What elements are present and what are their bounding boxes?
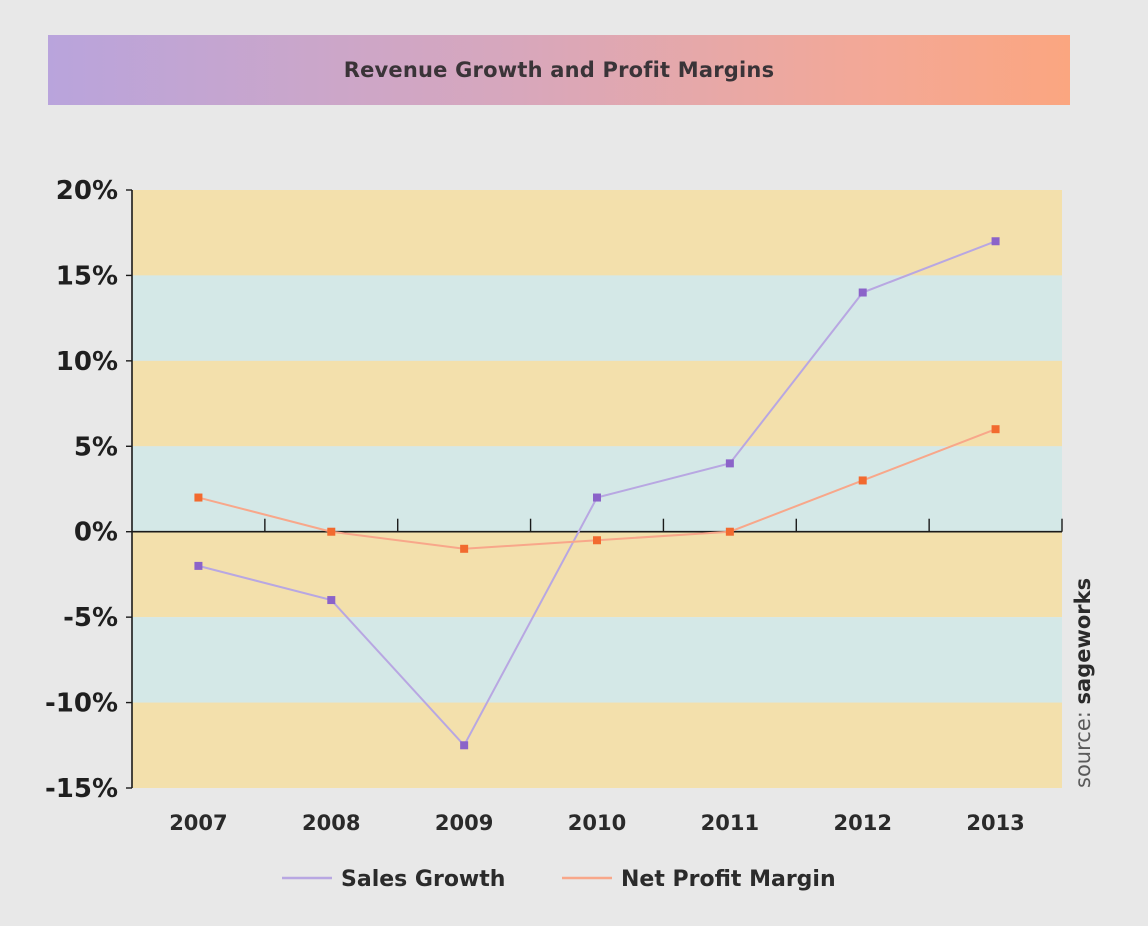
background-bands [132,190,1062,788]
axes [126,189,1063,789]
legend-item: Sales Growth [282,867,505,892]
y-tick-label: 10% [56,347,118,377]
source-brand: sageworks [1071,578,1095,705]
data-point [194,493,203,502]
band-6 [132,702,1062,788]
series-layer [194,237,1000,750]
data-point [991,237,1000,246]
band-5 [132,617,1062,703]
x-tick-label: 2013 [966,811,1024,835]
x-tick-label: 2009 [435,811,493,835]
series-net-profit-margin [194,425,1000,553]
y-tick-label: 0% [74,518,118,548]
band-0 [132,190,1062,276]
y-tick-label: -10% [45,689,118,719]
x-tick-label: 2011 [701,811,759,835]
data-point [858,288,867,297]
y-tick-label: 5% [74,432,118,462]
data-point [327,527,336,536]
x-tick-label: 2010 [568,811,626,835]
y-tick-label: -5% [63,603,118,633]
y-tick-label: 15% [56,261,118,291]
legend-label: Net Profit Margin [621,867,836,892]
legend: Sales Growth Net Profit Margin [282,867,836,892]
x-tick-label: 2008 [302,811,360,835]
title-banner: Revenue Growth and Profit Margins [48,35,1070,105]
y-tick-label: 20% [56,176,118,206]
y-tick-labels: 20% 15% 10% 5% 0% -5% -10% -15% [45,176,118,804]
data-point [858,476,867,485]
x-tick-label: 2007 [169,811,227,835]
x-tick-label: 2012 [833,811,891,835]
data-point [327,596,336,605]
data-point [725,527,734,536]
band-4 [132,531,1062,618]
source-note: source: sageworks [1071,578,1095,788]
chart-title: Revenue Growth and Profit Margins [343,58,775,82]
legend-item: Net Profit Margin [562,867,836,892]
data-point [991,425,1000,434]
data-point [194,561,203,570]
data-point [460,544,469,553]
legend-label: Sales Growth [341,867,505,892]
band-3 [132,446,1062,532]
x-tick-labels: 2007 2008 2009 2010 2011 2012 2013 [169,811,1025,835]
band-2 [132,360,1062,447]
data-point [725,459,734,468]
source-prefix: source: [1071,705,1095,789]
series-sales-growth [194,237,1000,750]
data-point [593,536,601,545]
data-point [593,493,601,502]
data-point [460,741,469,750]
y-tick-label: -15% [45,774,118,804]
band-1 [132,275,1062,361]
